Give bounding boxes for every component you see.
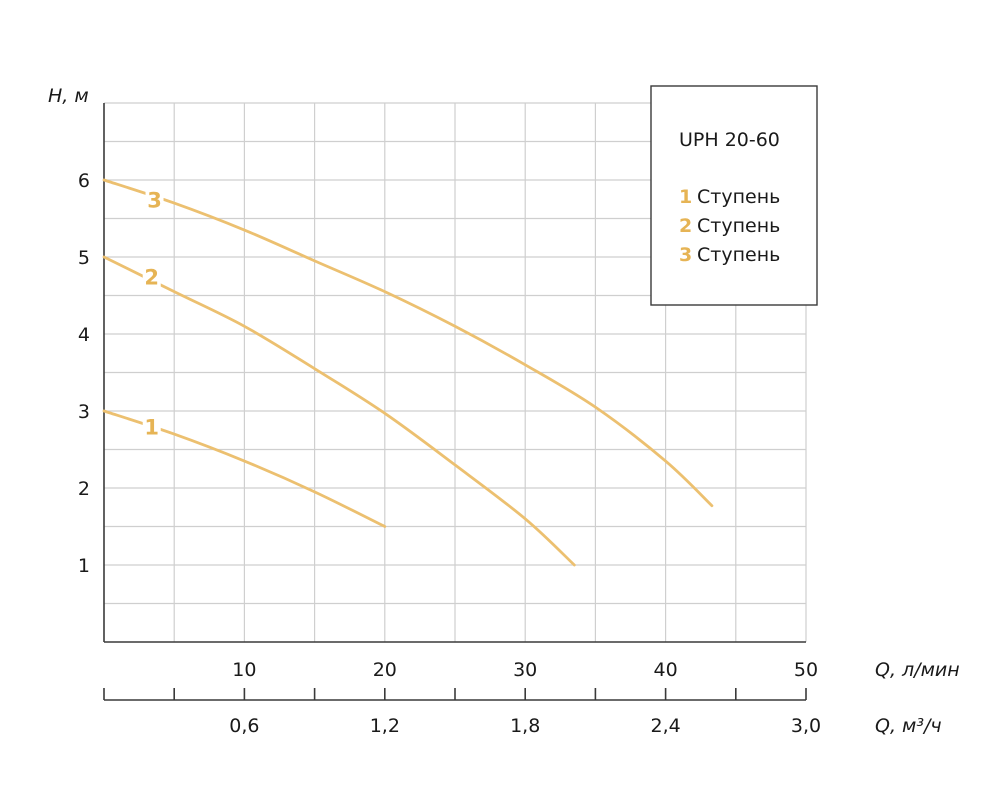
y-tick-label: 1 [78, 555, 90, 577]
series-label-bg-1 [142, 413, 161, 438]
series-label-2: 2 [144, 265, 159, 289]
y-tick-label: 3 [78, 401, 90, 423]
x-tick-label: 40 [654, 659, 678, 681]
x-secondary-tick-label: 0,6 [229, 715, 259, 737]
legend-entry-number: 3 [679, 244, 692, 266]
series-label-bg-2 [142, 263, 161, 288]
x-secondary-tick-label: 3,0 [791, 715, 821, 737]
x-tick-label: 50 [794, 659, 818, 681]
x-secondary-tick-label: 1,8 [510, 715, 540, 737]
legend-title: UPH 20-60 [679, 129, 780, 151]
tick-labels: 1 2 3 4 5 6 10 20 30 40 50 0,6 1,2 1,8 2,4 3,0 [78, 170, 821, 737]
x-secondary-axis-title: Q, м³/ч [875, 715, 942, 737]
x-tick-label: 30 [513, 659, 537, 681]
y-tick-label: 4 [78, 324, 90, 346]
series-label-1: 1 [144, 415, 159, 439]
y-tick-label: 2 [78, 478, 90, 500]
series-label-3: 3 [147, 188, 162, 212]
x-secondary-tick-label: 2,4 [650, 715, 680, 737]
x-axis-title: Q, л/мин [875, 659, 960, 681]
y-tick-label: 6 [78, 170, 90, 192]
legend-entry-label: Ступень [697, 186, 780, 208]
legend-entry-label: Ступень [697, 244, 780, 266]
x-tick-label: 20 [373, 659, 397, 681]
series-label-bg-3 [145, 186, 164, 211]
axes [103, 103, 807, 701]
x-secondary-tick-label: 1,2 [370, 715, 400, 737]
y-axis-title: H, м [48, 85, 89, 107]
legend-entry-label: Ступень [697, 215, 780, 237]
legend-entry-number: 2 [679, 215, 692, 237]
series-curves: 1 2 3 [102, 178, 714, 567]
x-tick-label: 10 [232, 659, 256, 681]
legend-entry-number: 1 [679, 186, 692, 208]
y-tick-label: 5 [78, 247, 90, 269]
legend-box [650, 85, 818, 306]
series-curve-3 [102, 178, 714, 508]
series-curve-2 [102, 255, 576, 567]
